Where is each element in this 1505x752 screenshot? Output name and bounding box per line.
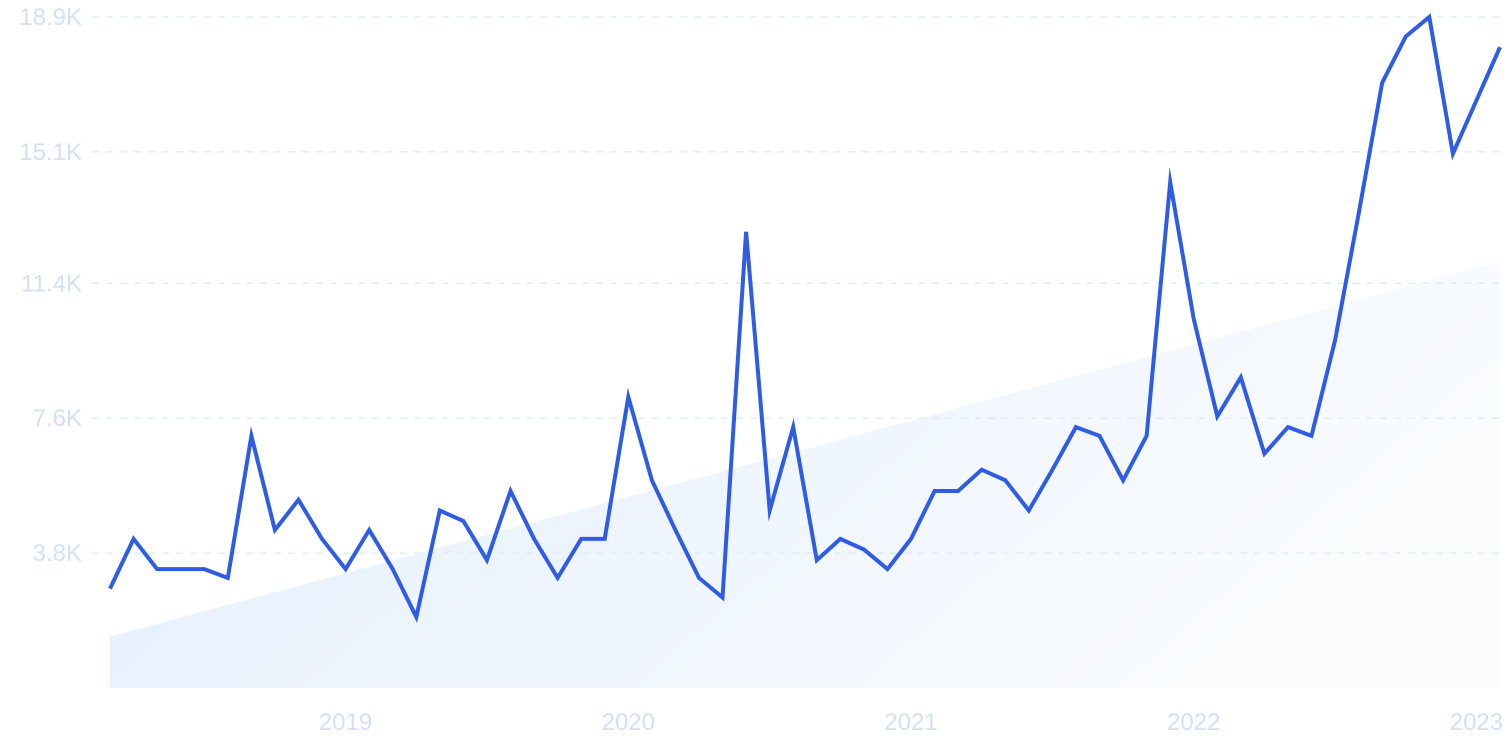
series-line [108, 13, 1502, 623]
trend-area [110, 261, 1500, 688]
trend-area-layer [110, 261, 1500, 688]
y-tick-label: 7.6K [33, 405, 82, 432]
x-axis-labels: 2019 2020 2021 2022 2023 [319, 709, 1503, 736]
y-tick-label: 18.9K [19, 4, 82, 31]
x-tick-label: 2019 [319, 709, 372, 736]
y-tick-label: 3.8K [33, 540, 82, 567]
x-tick-label: 2023 [1450, 709, 1503, 736]
x-tick-label: 2022 [1167, 709, 1220, 736]
series-layer [108, 13, 1502, 623]
y-tick-label: 11.4K [21, 270, 82, 297]
x-tick-label: 2021 [884, 709, 937, 736]
y-tick-label: 15.1K [19, 139, 82, 166]
x-tick-label: 2020 [602, 709, 655, 736]
gridlines [92, 16, 1505, 554]
y-axis-labels: 3.8K 7.6K 11.4K 15.1K 18.9K [19, 4, 82, 567]
